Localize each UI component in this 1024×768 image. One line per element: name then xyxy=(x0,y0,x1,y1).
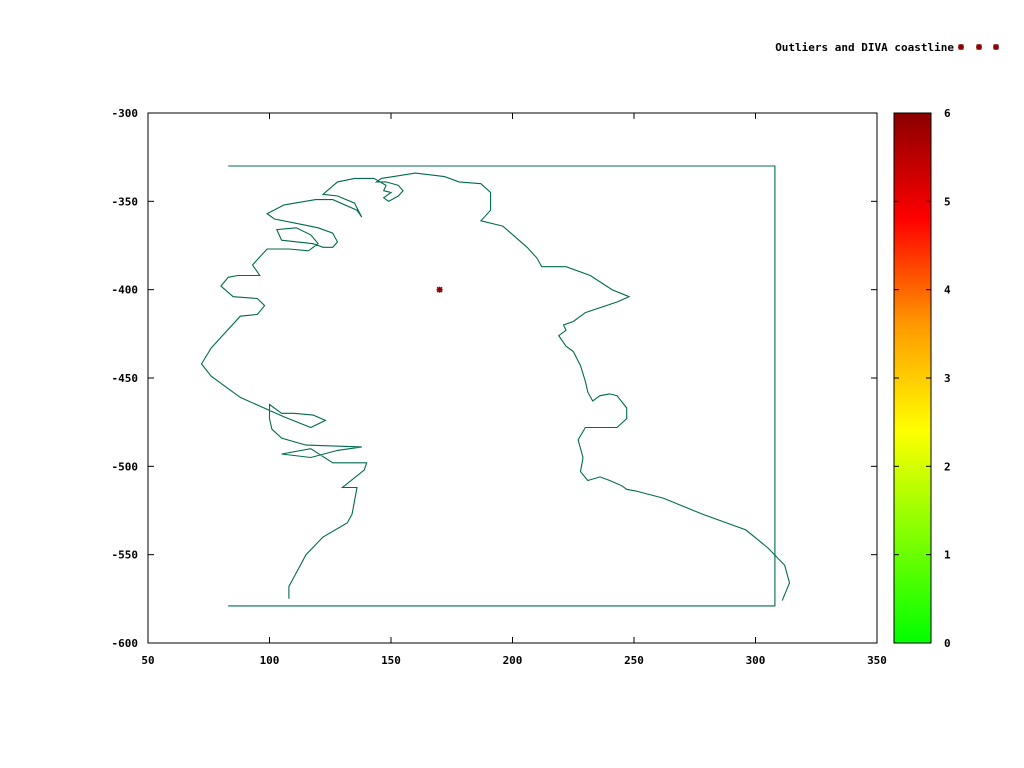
colorbar-tick-label: 1 xyxy=(944,549,951,562)
coastline-series xyxy=(200,172,791,601)
colorbar-rect xyxy=(893,112,932,644)
colorbar-tick-label: 6 xyxy=(944,107,951,120)
colorbar-tick-label: 3 xyxy=(944,372,951,385)
x-tick-label: 300 xyxy=(746,654,766,667)
y-axis: -300 -350 -400 -450 -500 -550 -600 xyxy=(112,107,877,650)
y-tick-label: -600 xyxy=(112,637,139,650)
y-tick-label: -450 xyxy=(112,372,139,385)
legend-marker xyxy=(958,44,964,50)
x-tick-label: 250 xyxy=(624,654,644,667)
x-axis: 50 100 150 200 250 300 350 xyxy=(141,113,887,667)
y-tick-label: -300 xyxy=(112,107,139,120)
plot-frame xyxy=(147,112,878,644)
legend-marker xyxy=(993,44,999,50)
colorbar-tick-label: 0 xyxy=(944,637,951,650)
y-tick-label: -500 xyxy=(112,460,139,473)
x-tick-label: 200 xyxy=(503,654,523,667)
legend: Outliers and DIVA coastline xyxy=(775,41,999,54)
colorbar: 0 1 2 3 4 5 6 xyxy=(893,107,951,650)
colorbar-tick-label: 2 xyxy=(944,460,951,473)
legend-marker xyxy=(976,44,982,50)
colorbar-tick-label: 5 xyxy=(944,195,951,208)
domain-boundary-series xyxy=(228,165,776,607)
x-tick-label: 50 xyxy=(141,654,154,667)
colorbar-tick-label: 4 xyxy=(944,284,951,297)
outlier-point xyxy=(436,286,443,293)
x-tick-label: 100 xyxy=(260,654,280,667)
x-tick-label: 350 xyxy=(867,654,887,667)
plot-area xyxy=(200,165,791,607)
y-tick-label: -350 xyxy=(112,195,139,208)
y-tick-label: -550 xyxy=(112,549,139,562)
legend-label: Outliers and DIVA coastline xyxy=(775,41,954,54)
legend-markers xyxy=(958,44,999,50)
x-tick-label: 150 xyxy=(381,654,401,667)
y-tick-label: -400 xyxy=(112,284,139,297)
